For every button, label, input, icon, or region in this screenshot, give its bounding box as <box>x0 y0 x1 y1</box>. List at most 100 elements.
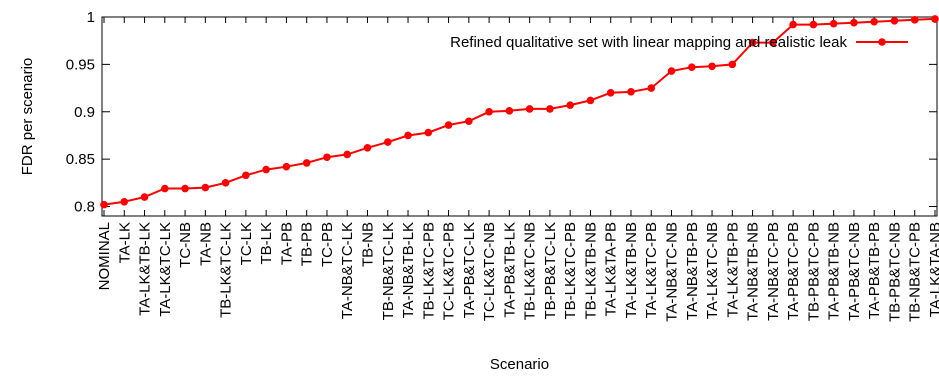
x-tick-label: TB-LK&TC-PB <box>420 222 437 320</box>
data-point <box>708 62 716 71</box>
data-point <box>931 15 939 23</box>
data-point <box>444 121 453 129</box>
data-point <box>140 193 149 201</box>
x-tick-label: TA-PB&TB-LK <box>501 222 518 318</box>
x-tick-label: TC-PB <box>319 222 336 267</box>
x-tick-label: TA-NB&TB-LK <box>400 222 417 318</box>
x-tick-label: TB-NB&TC-LK <box>380 222 397 320</box>
data-point <box>465 117 473 126</box>
data-point <box>769 38 777 47</box>
data-point <box>242 171 250 180</box>
x-tick-label: TA-LK&TC-LK <box>157 222 174 317</box>
data-point <box>890 16 899 25</box>
data-point <box>100 200 108 209</box>
x-axis-ticks: NOMINAL TA-LK TA-LK&TB-LK TA-LK&TC-LK TC-NB T… <box>96 17 939 322</box>
data-point <box>161 184 169 193</box>
x-tick-label: TC-LK&TC-PB <box>441 222 458 320</box>
data-point <box>748 38 757 47</box>
x-tick-label: TB-NB&TC-PB <box>907 222 924 322</box>
data-point <box>566 101 574 109</box>
data-point <box>282 162 291 171</box>
data-point <box>789 20 797 29</box>
series-layer <box>100 15 939 209</box>
data-point <box>404 131 412 140</box>
plot-border <box>101 16 938 217</box>
data-point <box>829 19 838 28</box>
y-tick-label: 0.9 <box>74 104 95 121</box>
x-tick-label: TA-LK&TC-NB <box>704 222 721 319</box>
data-point <box>201 183 210 192</box>
x-tick-label: TA-LK&TA-PB <box>603 222 620 316</box>
data-point <box>262 165 270 174</box>
x-tick-label: TB-LK&TC-PB <box>562 222 579 320</box>
x-tick-label: TA-NB&TC-NB <box>664 222 681 322</box>
x-tick-label: TC-LK&TC-NB <box>481 222 498 321</box>
x-tick-label: TA-NB&TC-PB <box>765 222 782 321</box>
data-point <box>627 88 635 96</box>
x-tick-label: TB-PB&TC-PB <box>805 222 822 321</box>
x-tick-label: TB-PB <box>299 222 316 266</box>
y-tick-label: 0.85 <box>66 151 95 168</box>
x-tick-label: TB-PB&TC-LK <box>542 222 559 320</box>
data-point <box>181 184 189 193</box>
data-point <box>343 150 352 159</box>
data-point <box>525 105 534 113</box>
data-point <box>221 179 230 187</box>
data-point <box>363 143 372 152</box>
x-tick-label: TB-LK <box>258 222 275 265</box>
data-point <box>120 197 129 206</box>
x-tick-label: TA-LK&TB-LK <box>137 222 154 316</box>
data-point <box>850 18 858 27</box>
x-tick-label: TA-PB&TC-NB <box>846 222 863 321</box>
x-axis-title: Scenario <box>490 356 549 373</box>
data-point <box>383 138 392 146</box>
x-tick-label: TA-NB&TC-LK <box>339 222 356 319</box>
data-point <box>323 153 331 162</box>
x-tick-label: TA-NB&TB-NB <box>745 222 762 321</box>
legend-label: Refined qualitative set with linear mapp… <box>450 34 847 51</box>
x-tick-label: TA-LK&TC-PB <box>643 222 660 318</box>
x-tick-label: TC-LK <box>238 222 255 265</box>
x-tick-label: NOMINAL <box>96 222 113 290</box>
data-point <box>728 60 737 69</box>
y-axis-title: FDR per scenario <box>19 58 36 176</box>
x-tick-label: TB-LK&TB-NB <box>582 222 599 320</box>
x-tick-label: TC-NB <box>177 222 194 268</box>
data-point <box>606 89 615 97</box>
y-tick-label: 0.95 <box>66 56 95 73</box>
legend-swatch-marker <box>878 38 886 46</box>
x-tick-label: TA-PB&TB-PB <box>866 222 883 319</box>
x-tick-label: TA-NB&TB-PB <box>684 222 701 320</box>
data-point <box>910 16 919 24</box>
x-tick-label: TA-PB&TB-NB <box>826 222 843 320</box>
y-tick-label: 0.8 <box>74 199 95 216</box>
y-tick-label: 1 <box>87 9 95 26</box>
x-tick-label: TA-NB <box>197 222 214 266</box>
y-axis-ticks: 0.8 0.85 0.9 0.95 1 <box>66 9 937 216</box>
x-tick-label: TB-LK&TC-NB <box>522 222 539 320</box>
data-point <box>870 17 878 26</box>
data-point <box>586 96 595 105</box>
data-point <box>485 107 493 116</box>
x-tick-label: TB-PB&TC-NB <box>886 222 903 322</box>
x-tick-label: TA-PB&TC-PB <box>785 222 802 320</box>
data-point <box>687 63 696 72</box>
x-tick-label: TA-LK&TB-PB <box>724 222 741 318</box>
data-point <box>302 159 311 167</box>
x-tick-label: TA-PB&TC-LK <box>461 222 478 318</box>
x-tick-label: TA-LK&TA-NB <box>927 222 939 317</box>
x-tick-label: TA-LK&TB-NB <box>623 222 640 318</box>
data-point <box>809 20 818 29</box>
plot-frame <box>101 16 938 217</box>
x-tick-label: TB-NB <box>359 222 376 267</box>
data-point <box>647 84 656 92</box>
x-tick-label: TA-LK <box>116 222 133 263</box>
x-tick-label: TA-PB <box>278 222 295 265</box>
x-tick-label: TB-LK&TC-LK <box>218 222 235 318</box>
legend: Refined qualitative set with linear mapp… <box>450 34 908 51</box>
data-point <box>546 105 554 113</box>
data-point <box>424 128 433 137</box>
data-point <box>667 67 676 75</box>
data-point <box>505 107 514 115</box>
